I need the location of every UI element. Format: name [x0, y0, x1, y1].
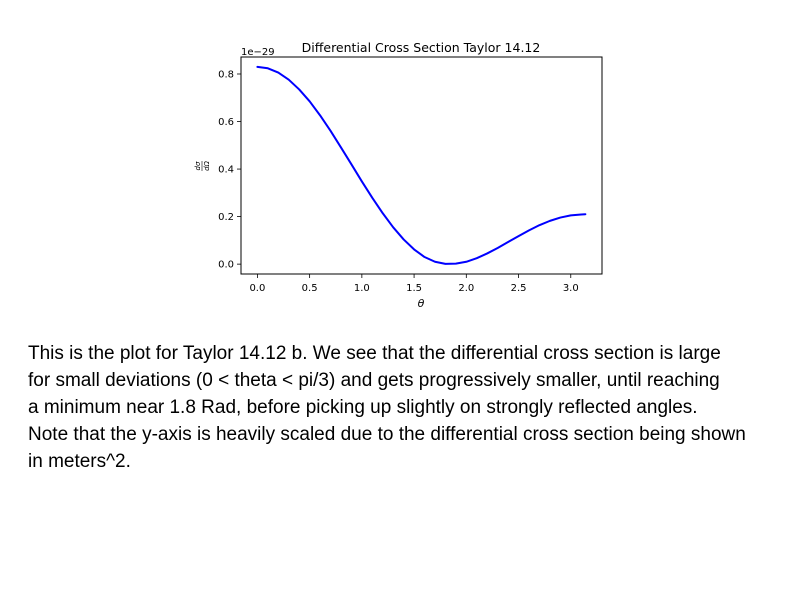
caption-line: This is the plot for Taylor 14.12 b. We … [28, 343, 721, 364]
y-axis-label: dσ dΩ [194, 160, 211, 171]
y-tick-label: 0.4 [218, 165, 234, 176]
line-chart: Differential Cross Section Taylor 14.12 … [194, 40, 603, 310]
y-axis-label-numerator: dσ [194, 161, 202, 170]
caption-line: a minimum near 1.8 Rad, before picking u… [28, 397, 698, 418]
y-tick-label: 0.8 [218, 69, 234, 80]
x-tick-label: 1.0 [354, 283, 370, 294]
y-tick-label: 0.0 [218, 260, 234, 271]
x-axis-ticks: 0.0 0.5 1.0 1.5 2.0 2.5 3.0 [249, 274, 579, 294]
y-tick-label: 0.6 [218, 117, 234, 128]
x-tick-label: 1.5 [406, 283, 422, 294]
x-tick-label: 0.0 [249, 283, 265, 294]
plot-area [256, 65, 587, 265]
series-line [256, 65, 587, 265]
y-axis-offset-label: 1e−29 [241, 47, 275, 58]
caption-line: for small deviations (0 < theta < pi/3) … [28, 370, 720, 391]
x-axis-label: θ [418, 297, 425, 310]
x-tick-label: 2.0 [458, 283, 474, 294]
y-axis-label-denominator: dΩ [203, 160, 211, 170]
x-tick-label: 0.5 [302, 283, 318, 294]
caption-line: Note that the y-axis is heavily scaled d… [28, 424, 746, 445]
plot-frame [240, 56, 603, 275]
caption-line: in meters^2. [28, 451, 131, 472]
x-tick-label: 2.5 [511, 283, 527, 294]
y-axis-ticks: 0.0 0.2 0.4 0.6 0.8 [218, 69, 241, 271]
x-tick-label: 3.0 [563, 283, 579, 294]
chart-title: Differential Cross Section Taylor 14.12 [302, 40, 541, 55]
y-tick-label: 0.2 [218, 212, 234, 223]
caption-paragraph: This is the plot for Taylor 14.12 b. We … [28, 340, 798, 475]
